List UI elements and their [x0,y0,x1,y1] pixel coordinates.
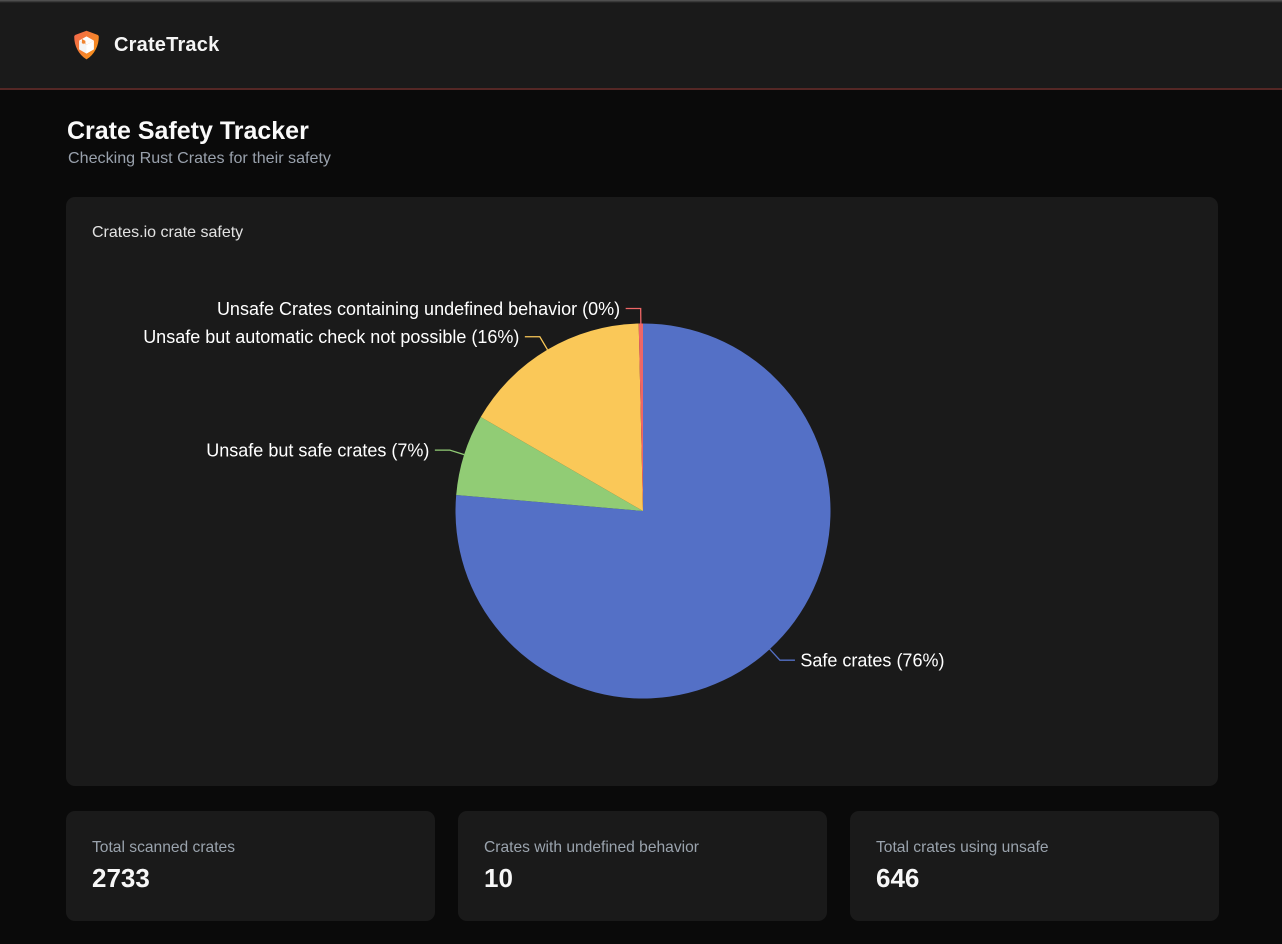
svg-text:Unsafe but safe crates (7%): Unsafe but safe crates (7%) [206,441,429,461]
svg-text:Unsafe Crates containing undef: Unsafe Crates containing undefined behav… [217,299,620,319]
svg-text:Safe crates (76%): Safe crates (76%) [800,651,944,671]
svg-text:Unsafe but automatic check not: Unsafe but automatic check not possible … [143,327,519,347]
